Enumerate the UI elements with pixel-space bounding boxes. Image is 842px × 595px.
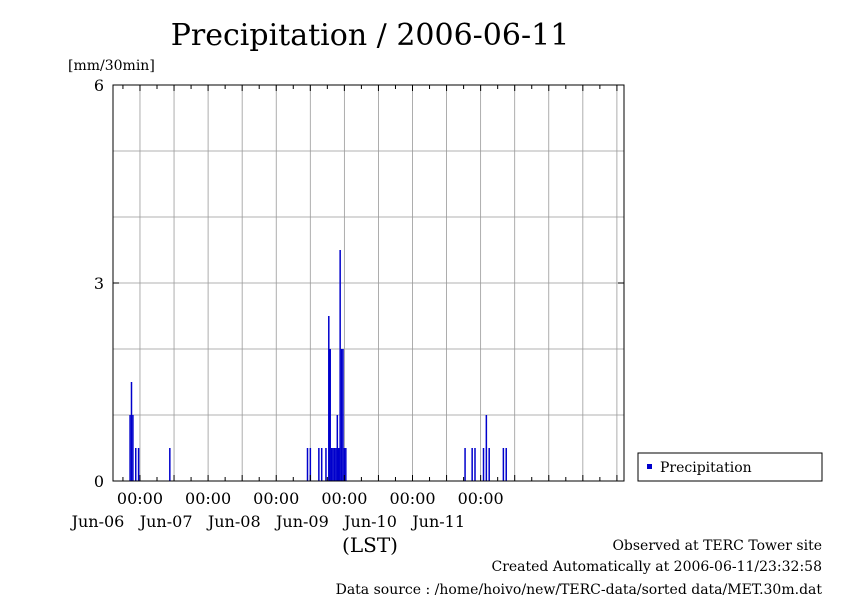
precipitation-bar (132, 415, 134, 481)
x-axis-label: (LST) (342, 533, 398, 557)
precipitation-bar (474, 448, 476, 481)
precipitation-bar (336, 415, 339, 481)
precipitation-bar (471, 448, 473, 481)
precipitation-bar (337, 448, 340, 481)
precipitation-bar (505, 448, 507, 481)
precipitation-bar (333, 448, 336, 481)
precipitation-bar (340, 349, 343, 481)
precipitation-bar (502, 448, 505, 481)
chart-title: Precipitation / 2006-06-11 (171, 18, 570, 53)
precipitation-bar (329, 349, 331, 481)
y-tick-label: 3 (94, 274, 104, 293)
precipitation-bar (464, 448, 466, 481)
precipitation-bar (130, 382, 133, 481)
footer-data-source: Data source : /home/hoivo/new/TERC-data/… (336, 582, 823, 595)
x-tick-date-label: Jun-10 (342, 512, 397, 531)
precipitation-bar (488, 448, 490, 481)
precipitation-bar (339, 250, 341, 481)
precipitation-bars (129, 250, 507, 481)
x-tick-time-label: 00:00 (458, 489, 504, 508)
y-axis-unit-label: [mm/30min] (68, 58, 155, 74)
grid-lines (113, 85, 624, 481)
precipitation-bar (330, 448, 333, 481)
legend-label: Precipitation (660, 460, 752, 476)
x-tick-time-label: 00:00 (185, 489, 231, 508)
y-tick-label: 0 (94, 472, 104, 491)
y-tick-label: 6 (94, 76, 104, 95)
footer-observed: Observed at TERC Tower site (612, 538, 822, 554)
precipitation-bar (325, 448, 327, 481)
precipitation-bar (328, 316, 330, 481)
precipitation-bar (342, 349, 344, 481)
y-axis-ticks: 0 3 6 (94, 76, 624, 491)
legend: Precipitation (637, 452, 823, 482)
x-tick-date-label: Jun-08 (206, 512, 261, 531)
precipitation-bar (135, 448, 137, 481)
x-tick-date-label: Jun-09 (274, 512, 329, 531)
x-tick-time-label: 00:00 (253, 489, 299, 508)
precipitation-bar (485, 415, 488, 481)
x-tick-date-label: Jun-07 (138, 512, 193, 531)
precipitation-bar (318, 448, 320, 481)
x-axis-ticks: 00:00 Jun-06 00:00 Jun-07 00:00 Jun-08 00:00 Ju… (70, 85, 618, 531)
x-tick-date-label: Jun-06 (70, 512, 125, 531)
x-tick-time-label: 00:00 (389, 489, 435, 508)
precipitation-bar (335, 448, 337, 481)
precipitation-bar (306, 448, 309, 481)
x-tick-time-label: 00:00 (321, 489, 367, 508)
precipitation-bar (129, 415, 131, 481)
legend-swatch (647, 464, 652, 469)
precipitation-bar (332, 448, 334, 481)
legend-box (637, 452, 823, 482)
precipitation-bar (343, 448, 346, 481)
precipitation-bar (320, 448, 323, 481)
precipitation-bar (345, 448, 347, 481)
precipitation-bar (309, 448, 312, 481)
x-tick-time-label: 00:00 (117, 489, 163, 508)
precipitation-bar (169, 448, 171, 481)
precipitation-bar (137, 448, 140, 481)
precipitation-bar (482, 448, 485, 481)
footer-created: Created Automatically at 2006-06-11/23:3… (491, 559, 822, 575)
x-tick-date-label: Jun-11 (410, 512, 465, 531)
